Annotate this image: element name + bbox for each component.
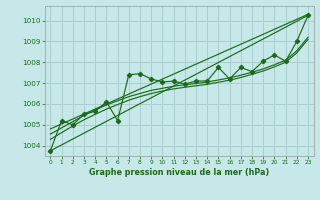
- X-axis label: Graphe pression niveau de la mer (hPa): Graphe pression niveau de la mer (hPa): [89, 168, 269, 177]
